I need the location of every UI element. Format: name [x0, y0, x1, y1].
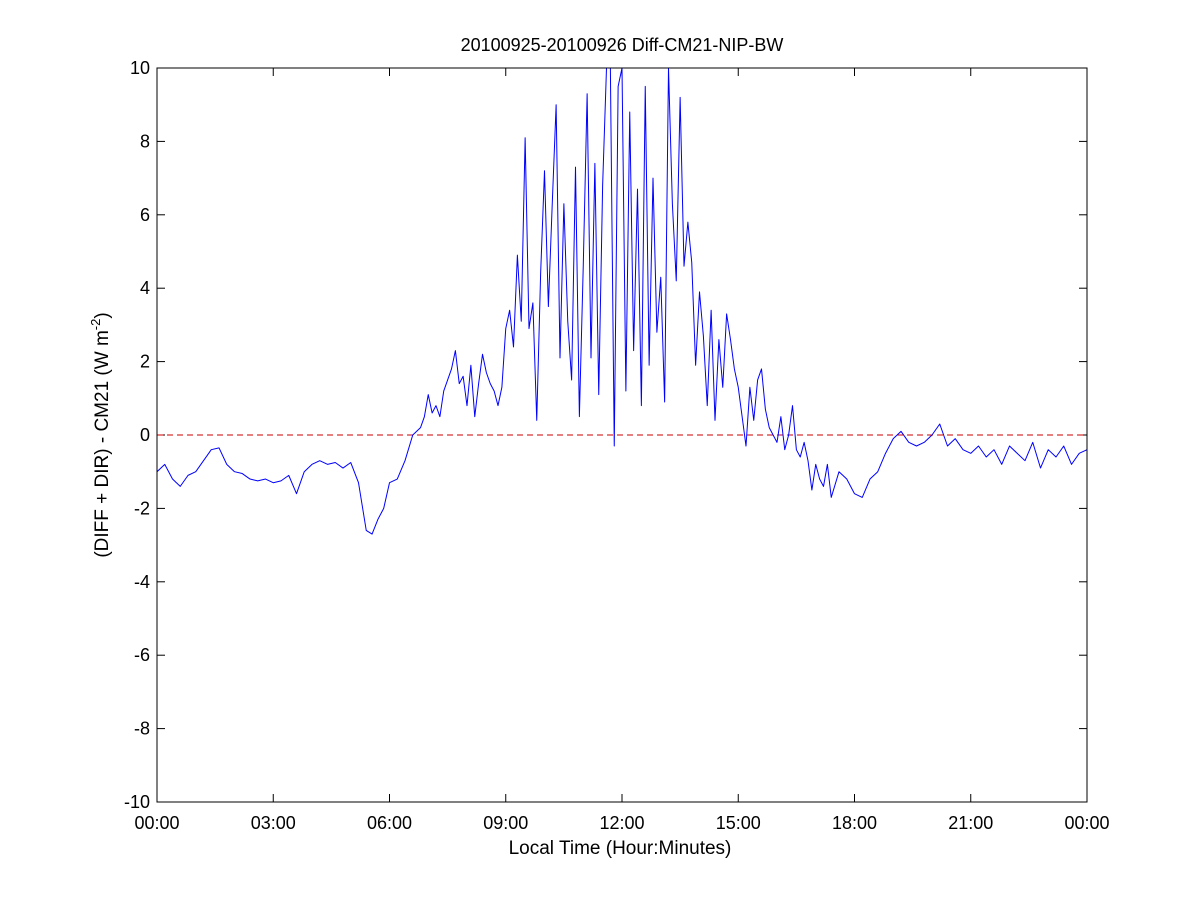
- y-tick-label: -6: [134, 645, 150, 665]
- chart-title: 20100925-20100926 Diff-CM21-NIP-BW: [461, 35, 784, 55]
- y-tick-label: -2: [134, 498, 150, 518]
- plot-area-frame: [156, 67, 1088, 803]
- x-tick-label: 09:00: [483, 813, 528, 833]
- y-tick-label: 0: [140, 425, 150, 445]
- y-tick-label: 8: [140, 131, 150, 151]
- y-axis-label-main: (DIFF + DIR) - CM21 (W m: [92, 330, 113, 557]
- series-group: [157, 68, 1087, 535]
- y-tick-label: -8: [134, 719, 150, 739]
- x-tick-label: 21:00: [948, 813, 993, 833]
- y-tick-label: 2: [140, 352, 150, 372]
- y-axis-label-close: ): [92, 312, 113, 318]
- y-axis-label: (DIFF + DIR) - CM21 (W m-2): [88, 312, 113, 557]
- x-tick-label: 03:00: [251, 813, 296, 833]
- y-tick-label: -10: [124, 792, 150, 812]
- x-tick-label: 15:00: [716, 813, 761, 833]
- y-axis-label-superscript: -2: [88, 319, 103, 331]
- x-tick-label: 06:00: [367, 813, 412, 833]
- y-tick-label: 4: [140, 278, 150, 298]
- series-line: [157, 68, 1087, 535]
- x-tick-label: 00:00: [134, 813, 179, 833]
- x-tick-label: 00:00: [1064, 813, 1109, 833]
- y-tick-label: -4: [134, 572, 150, 592]
- x-tick-label: 18:00: [832, 813, 877, 833]
- y-tick-label: 10: [130, 58, 150, 78]
- x-axis-label: Local Time (Hour:Minutes): [509, 838, 732, 859]
- tick-labels: 00:00 03:00 06:00 09:00 12:00 15:00 18:00 21:00…: [124, 58, 1110, 833]
- x-tick-label: 12:00: [599, 813, 644, 833]
- y-tick-label: 6: [140, 205, 150, 225]
